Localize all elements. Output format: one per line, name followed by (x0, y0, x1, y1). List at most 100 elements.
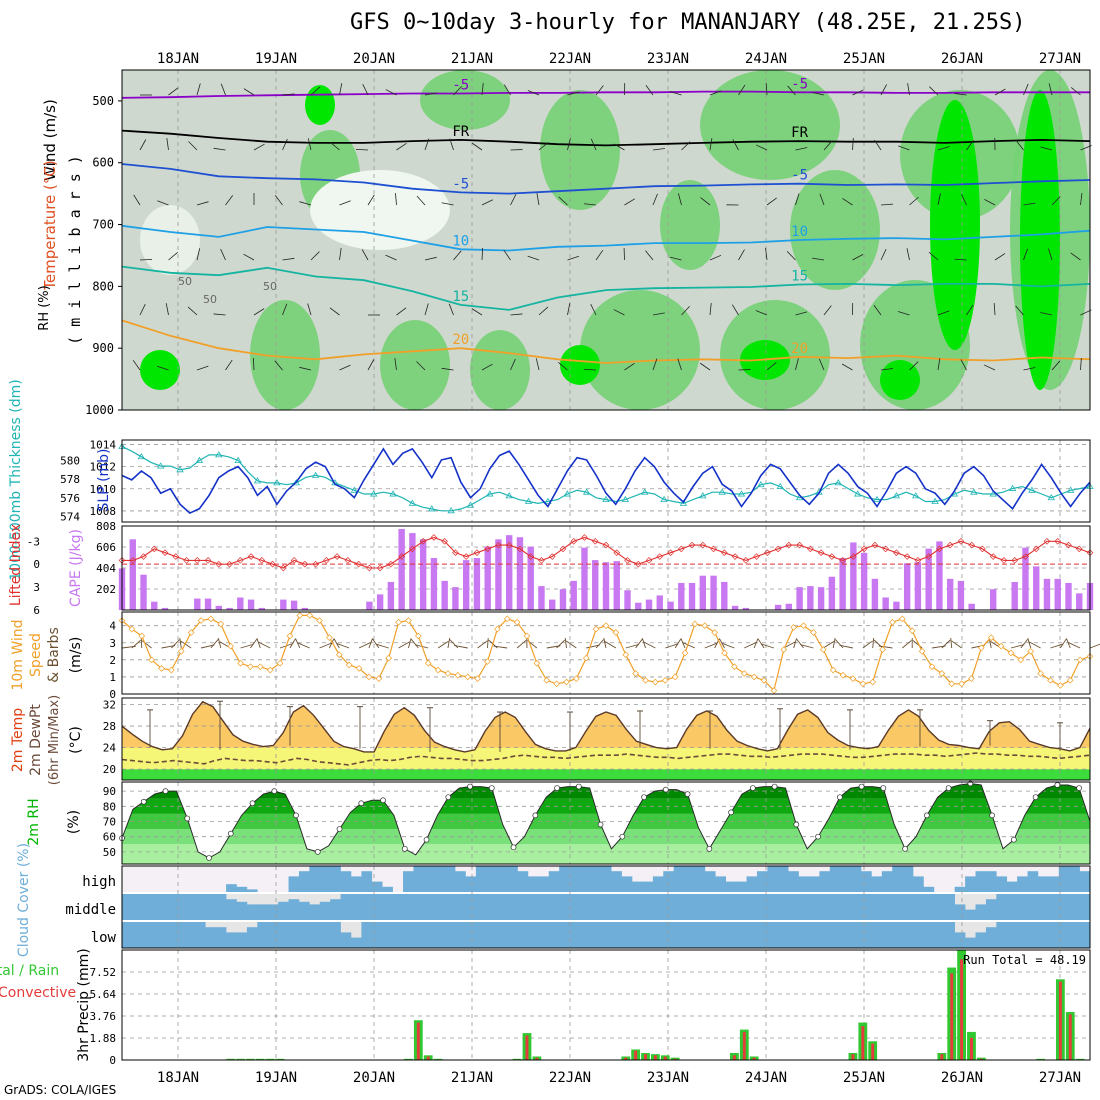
wind-speed-point (918, 647, 926, 655)
thickness-point (853, 490, 862, 497)
cloud-bar-low (330, 922, 341, 948)
wind-barb (842, 198, 853, 206)
cape-bar (462, 560, 470, 610)
cloud-bar-middle (392, 894, 404, 920)
wind-barb-surface (180, 640, 192, 649)
rh-point (1076, 785, 1082, 791)
wind-panel (121, 611, 1091, 695)
wind-barb (613, 143, 625, 151)
date-label-top: 20JAN (353, 51, 395, 67)
wind-barb-surface (719, 638, 725, 649)
cloud-bar-middle (850, 894, 862, 920)
cloud-bar-low (975, 932, 987, 948)
wind-speed-point (335, 651, 343, 659)
wind-barb (909, 361, 919, 371)
date-label-top: 23JAN (647, 51, 689, 67)
cloud-bar-middle (694, 894, 706, 920)
cape-bar (688, 582, 696, 610)
thickness-point (892, 492, 901, 499)
wind-barb (841, 363, 853, 371)
lifted-index-point (280, 564, 287, 572)
cloud-bar-low (319, 922, 331, 948)
ylabel-speed: Speed (28, 633, 44, 677)
cloud-bar-middle (132, 894, 144, 920)
wind-barb-surface (757, 638, 765, 649)
wind-barb (993, 303, 996, 316)
lifted-index-point (817, 549, 825, 557)
wind-barb (1051, 360, 1061, 371)
lifted-index-point (118, 557, 126, 564)
thickness-point (621, 495, 630, 503)
rh-point (989, 812, 995, 819)
cape-bar (699, 575, 706, 610)
cloud-bar-high (496, 866, 508, 892)
wind-barb (165, 303, 169, 316)
cloud-bar-low (257, 922, 269, 948)
cloud-bar-low (632, 922, 643, 948)
cloud-bar-high (1017, 876, 1028, 892)
wind-barb-surface (873, 639, 883, 649)
chart-title: GFS 0~10day 3-hourly for MANANJARY (48.2… (350, 10, 1026, 35)
wind-speed-point (869, 678, 877, 686)
wind-speed-point (187, 629, 195, 636)
lifted-index-point (968, 541, 976, 549)
cape-bar (409, 533, 416, 610)
thickness-point (602, 495, 610, 503)
cloud-bar-low (142, 922, 154, 948)
cloud-level-middle: middle (65, 902, 116, 918)
lifted-index-point (807, 545, 814, 553)
wind-barb (678, 193, 682, 206)
thickness-line (121, 445, 1091, 512)
cloud-bar-low (246, 927, 258, 948)
wind-barb (139, 258, 153, 261)
cloud-bar-middle (736, 894, 747, 920)
wind-barb (961, 193, 967, 206)
wind-barb (503, 84, 511, 96)
cloud-bar-low (392, 922, 404, 948)
lifted-index-point (914, 557, 922, 564)
cloud-bar-middle (777, 894, 789, 920)
lifted-index-point (129, 557, 137, 564)
lifted-index-point (839, 557, 846, 564)
cloud-bar-low (798, 922, 810, 948)
lifted-index-point (312, 560, 319, 568)
isotherm-20 (121, 319, 1091, 364)
wind-barb-surface (950, 637, 953, 649)
wind-barb-surface (1089, 643, 1100, 649)
wind-speed-point (573, 675, 580, 682)
cloud-bar-high (840, 866, 851, 892)
wind-barb (709, 303, 712, 316)
wind-barb (755, 144, 768, 151)
wind-barb (766, 197, 777, 206)
ylabel-millibars: ( m i l l i b a r s ) (66, 155, 84, 345)
cloud-bar-middle (194, 894, 206, 920)
wind-barb-surface (289, 638, 296, 649)
cloud-bar-high (548, 871, 560, 892)
wind-barb (567, 91, 580, 96)
cloud-bar-low (913, 922, 924, 948)
wind-barb (983, 364, 996, 371)
thickness-point (350, 486, 359, 493)
cape-bar (710, 575, 717, 610)
lifted-index-point (387, 560, 395, 568)
precip-convective-bar (950, 973, 954, 1060)
thickness-point (757, 480, 765, 488)
cloud-bar-middle (621, 894, 633, 920)
cloud-bar-high (663, 871, 674, 892)
rh-point (836, 794, 843, 801)
cape-bar (893, 601, 900, 610)
ylabel-wind: Wind (m/s) (41, 99, 59, 181)
cloud-bar-middle (1079, 894, 1091, 920)
wind-barb (329, 307, 340, 316)
cloud-bar-high (694, 866, 706, 892)
lifted-index-point (344, 557, 352, 564)
cape-bar (506, 535, 513, 610)
rh-band (148, 783, 1083, 799)
cloud-bar-low (267, 922, 279, 948)
rh-point (728, 809, 734, 816)
rh-panel (121, 781, 1091, 865)
wind-speed-point (987, 634, 995, 641)
wind-speed-point (464, 673, 472, 681)
cloud-bar-low (579, 922, 591, 948)
wind-speed-point (819, 646, 827, 653)
